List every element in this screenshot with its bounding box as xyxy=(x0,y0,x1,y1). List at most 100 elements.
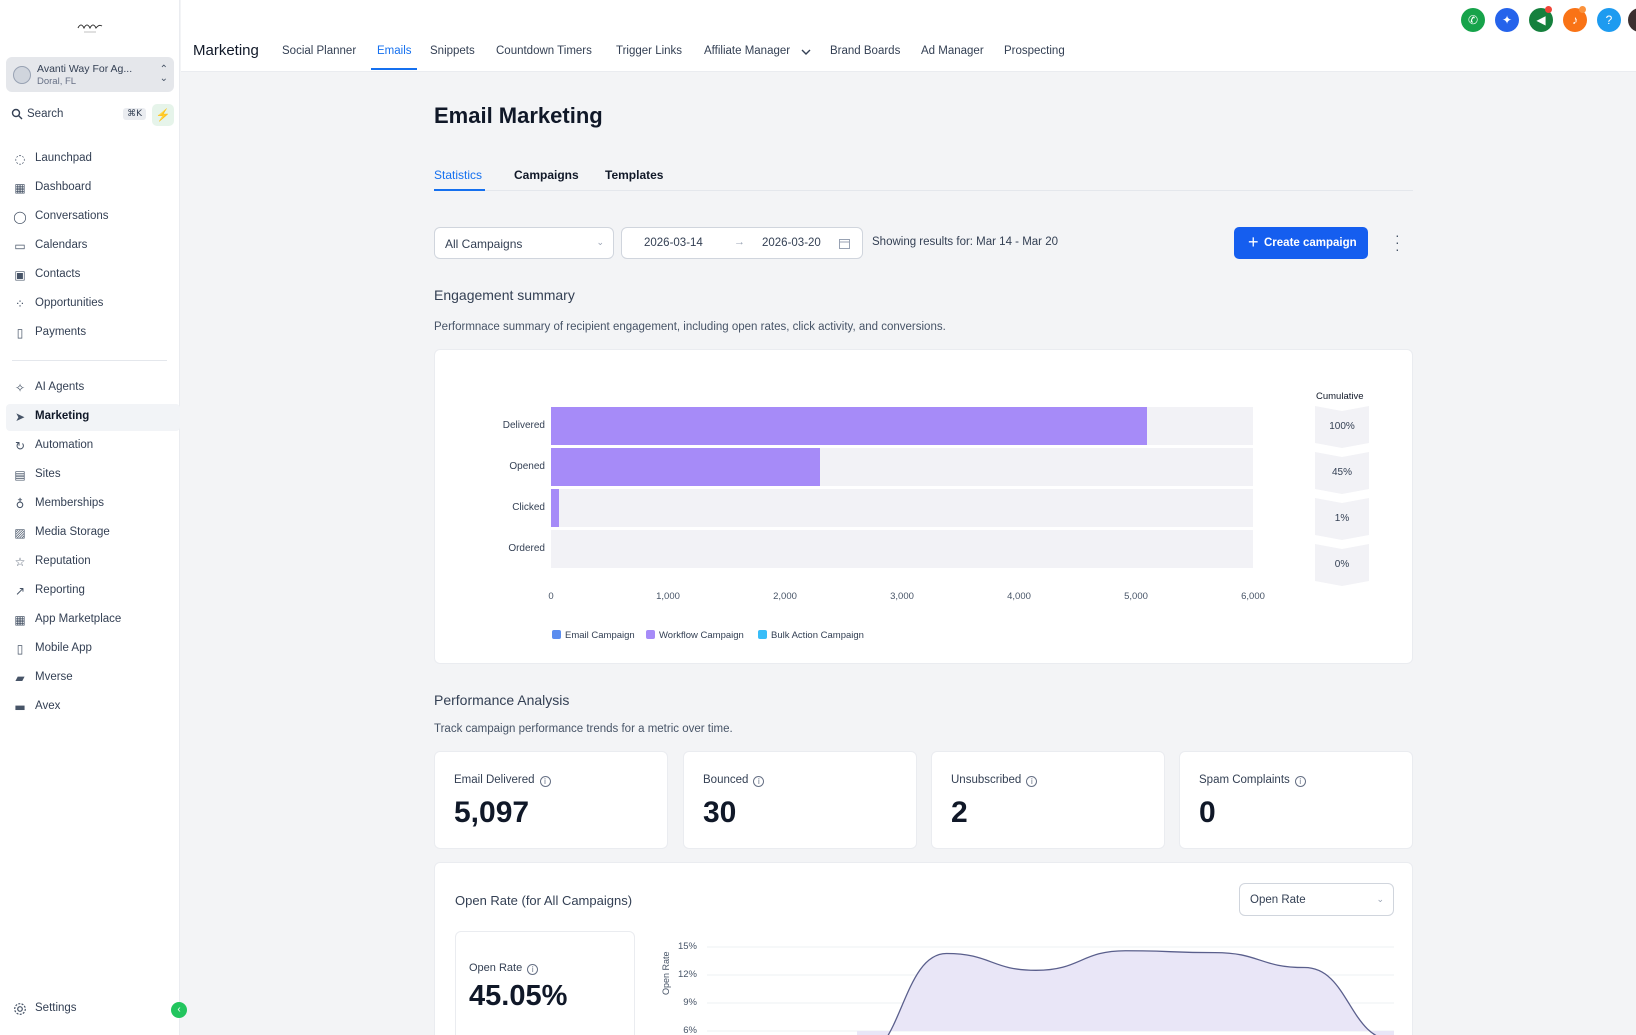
arrow-right-icon: → xyxy=(734,236,745,248)
stat-card-email-delivered: Email Delivered i 5,097 xyxy=(434,751,668,849)
sidebar-item-label: Avex xyxy=(35,700,61,712)
automation-icon: ↻ xyxy=(14,439,26,453)
funnel-bar-delivered[interactable] xyxy=(551,407,1148,445)
legend-item[interactable]: Workflow Campaign xyxy=(646,630,744,641)
sidebar-item-ai-agents[interactable]: ✧ AI Agents xyxy=(6,375,180,402)
stat-label: Unsubscribed xyxy=(951,774,1022,786)
sidebar-item-label: App Marketplace xyxy=(35,613,122,625)
sidebar-item-reporting[interactable]: ↗ Reporting xyxy=(6,578,180,605)
x-axis-tick: 3,000 xyxy=(890,591,914,602)
funnel-bar-clicked[interactable] xyxy=(551,489,560,527)
collapse-sidebar-button[interactable]: ‹ xyxy=(171,1002,187,1018)
sidebar-item-mverse[interactable]: ▰ Mverse xyxy=(6,665,180,692)
info-icon[interactable]: i xyxy=(539,776,551,787)
sidebar-item-label: Media Storage xyxy=(35,526,110,538)
sidebar-item-dashboard[interactable]: ▦ Dashboard xyxy=(6,175,180,202)
send-icon: ➤ xyxy=(14,410,26,424)
sidebar-item-settings[interactable]: Settings xyxy=(6,996,180,1023)
section-title: Marketing xyxy=(193,42,259,59)
sidebar-item-label: AI Agents xyxy=(35,381,85,393)
cumulative-title: Cumulative xyxy=(1316,391,1364,402)
nav-ad-manager[interactable]: Ad Manager xyxy=(921,45,984,57)
nav-prospecting[interactable]: Prospecting xyxy=(1004,45,1065,57)
award-icon: ♁ xyxy=(15,497,25,511)
sidebar-item-reputation[interactable]: ☆ Reputation xyxy=(6,549,180,576)
account-location: Doral, FL xyxy=(37,76,77,87)
sidebar-item-app-marketplace[interactable]: ▦ App Marketplace xyxy=(6,607,180,634)
open-rate-summary: Open Rate i 45.05% xyxy=(455,931,635,1035)
nav-social-planner[interactable]: Social Planner xyxy=(282,45,357,57)
stat-card-spam-complaints: Spam Complaints i 0 xyxy=(1179,751,1413,849)
sidebar-item-sites[interactable]: ▤ Sites xyxy=(6,462,180,489)
sidebar-item-avex[interactable]: ▬ Avex xyxy=(6,694,180,721)
nav-emails[interactable]: Emails xyxy=(377,45,412,57)
metric-select[interactable]: Open Rate ⌄ xyxy=(1239,883,1394,916)
info-icon[interactable]: i xyxy=(527,964,539,975)
info-icon[interactable]: i xyxy=(1026,776,1038,787)
funnel-category-label: Delivered xyxy=(502,420,545,431)
create-campaign-button[interactable]: + Create campaign xyxy=(1234,227,1368,259)
sidebar-item-label: Mobile App xyxy=(35,642,92,654)
info-icon[interactable]: i xyxy=(753,776,765,787)
sidebar-item-opportunities[interactable]: ⁘ Opportunities xyxy=(6,291,180,318)
sites-icon: ▤ xyxy=(14,468,26,482)
account-switcher[interactable]: Avanti Way For Ag... Doral, FL ⌃ ⌄ xyxy=(6,57,174,92)
stat-label: Email Delivered xyxy=(454,774,535,786)
sidebar-item-contacts[interactable]: ▣ Contacts xyxy=(6,262,180,289)
help-icon[interactable]: ? xyxy=(1597,8,1621,32)
magic-icon[interactable]: ✦ xyxy=(1495,8,1519,32)
nav-brand-boards[interactable]: Brand Boards xyxy=(830,45,901,57)
search-placeholder: Search xyxy=(27,108,64,120)
legend-swatch xyxy=(646,630,655,639)
more-options-icon[interactable]: · · · xyxy=(1395,227,1400,257)
tab-templates[interactable]: Templates xyxy=(605,168,664,182)
create-campaign-label: Create campaign xyxy=(1264,237,1357,249)
sidebar-item-media-storage[interactable]: ▨ Media Storage xyxy=(6,520,180,547)
sidebar-item-calendars[interactable]: ▭ Calendars xyxy=(6,233,180,260)
phone-icon: ▯ xyxy=(16,642,24,656)
sidebar-item-label: Marketing xyxy=(35,410,90,422)
calendar-icon: ▭ xyxy=(14,239,26,253)
sidebar-item-launchpad[interactable]: ◌ Launchpad xyxy=(6,146,180,173)
nav-countdown-timers[interactable]: Countdown Timers xyxy=(496,45,592,57)
cumulative-badge: 0% xyxy=(1315,544,1369,586)
search-input[interactable]: Search ⌘K xyxy=(6,103,146,127)
sidebar-item-conversations[interactable]: ◯ Conversations xyxy=(6,204,180,231)
quick-action-bolt-icon[interactable]: ⚡ xyxy=(152,104,174,126)
chevron-down-icon: ⌄ xyxy=(1376,894,1384,904)
nav-trigger-links[interactable]: Trigger Links xyxy=(616,45,683,57)
sidebar-item-automation[interactable]: ↻ Automation xyxy=(6,433,180,460)
y-axis-tick: 9% xyxy=(683,997,697,1008)
phone-icon[interactable]: ✆ xyxy=(1461,8,1485,32)
legend-label: Email Campaign xyxy=(565,630,635,641)
funnel-bar-opened[interactable] xyxy=(551,448,820,486)
apps-icon: ▦ xyxy=(14,613,26,627)
info-icon[interactable]: i xyxy=(1294,776,1306,787)
avex-icon: ▬ xyxy=(14,700,26,714)
user-avatar[interactable] xyxy=(1628,8,1636,32)
sidebar-item-label: Dashboard xyxy=(35,181,92,193)
date-range-picker[interactable]: 2026-03-14 → 2026-03-20 xyxy=(621,227,863,259)
legend-item[interactable]: Email Campaign xyxy=(552,630,635,641)
tab-statistics[interactable]: Statistics xyxy=(434,168,483,182)
active-nav-underline xyxy=(371,68,417,70)
nav-affiliate-manager[interactable]: Affiliate Manager xyxy=(704,45,791,57)
campaign-filter-select[interactable]: All Campaigns ⌄ xyxy=(434,227,614,259)
star-icon: ☆ xyxy=(14,555,26,569)
sidebar-item-label: Contacts xyxy=(35,268,81,280)
sidebar-item-payments[interactable]: ▯ Payments xyxy=(6,320,180,347)
stat-value: 0 xyxy=(1199,796,1216,829)
account-name: Avanti Way For Ag... xyxy=(37,63,133,75)
sidebar-item-mobile-app[interactable]: ▯ Mobile App xyxy=(6,636,180,663)
tab-campaigns[interactable]: Campaigns xyxy=(514,168,579,182)
brand-logo[interactable] xyxy=(76,18,104,34)
sidebar-item-marketing[interactable]: ➤ Marketing xyxy=(6,404,180,431)
stat-card-unsubscribed: Unsubscribed i 2 xyxy=(931,751,1165,849)
nav-snippets[interactable]: Snippets xyxy=(430,45,475,57)
sidebar-item-memberships[interactable]: ♁ Memberships xyxy=(6,491,180,518)
stat-value: 5,097 xyxy=(454,796,530,829)
stat-value: 30 xyxy=(703,796,737,829)
stat-card-bounced: Bounced i 30 xyxy=(683,751,917,849)
x-axis-tick: 0 xyxy=(548,591,554,602)
legend-item[interactable]: Bulk Action Campaign xyxy=(758,630,864,641)
